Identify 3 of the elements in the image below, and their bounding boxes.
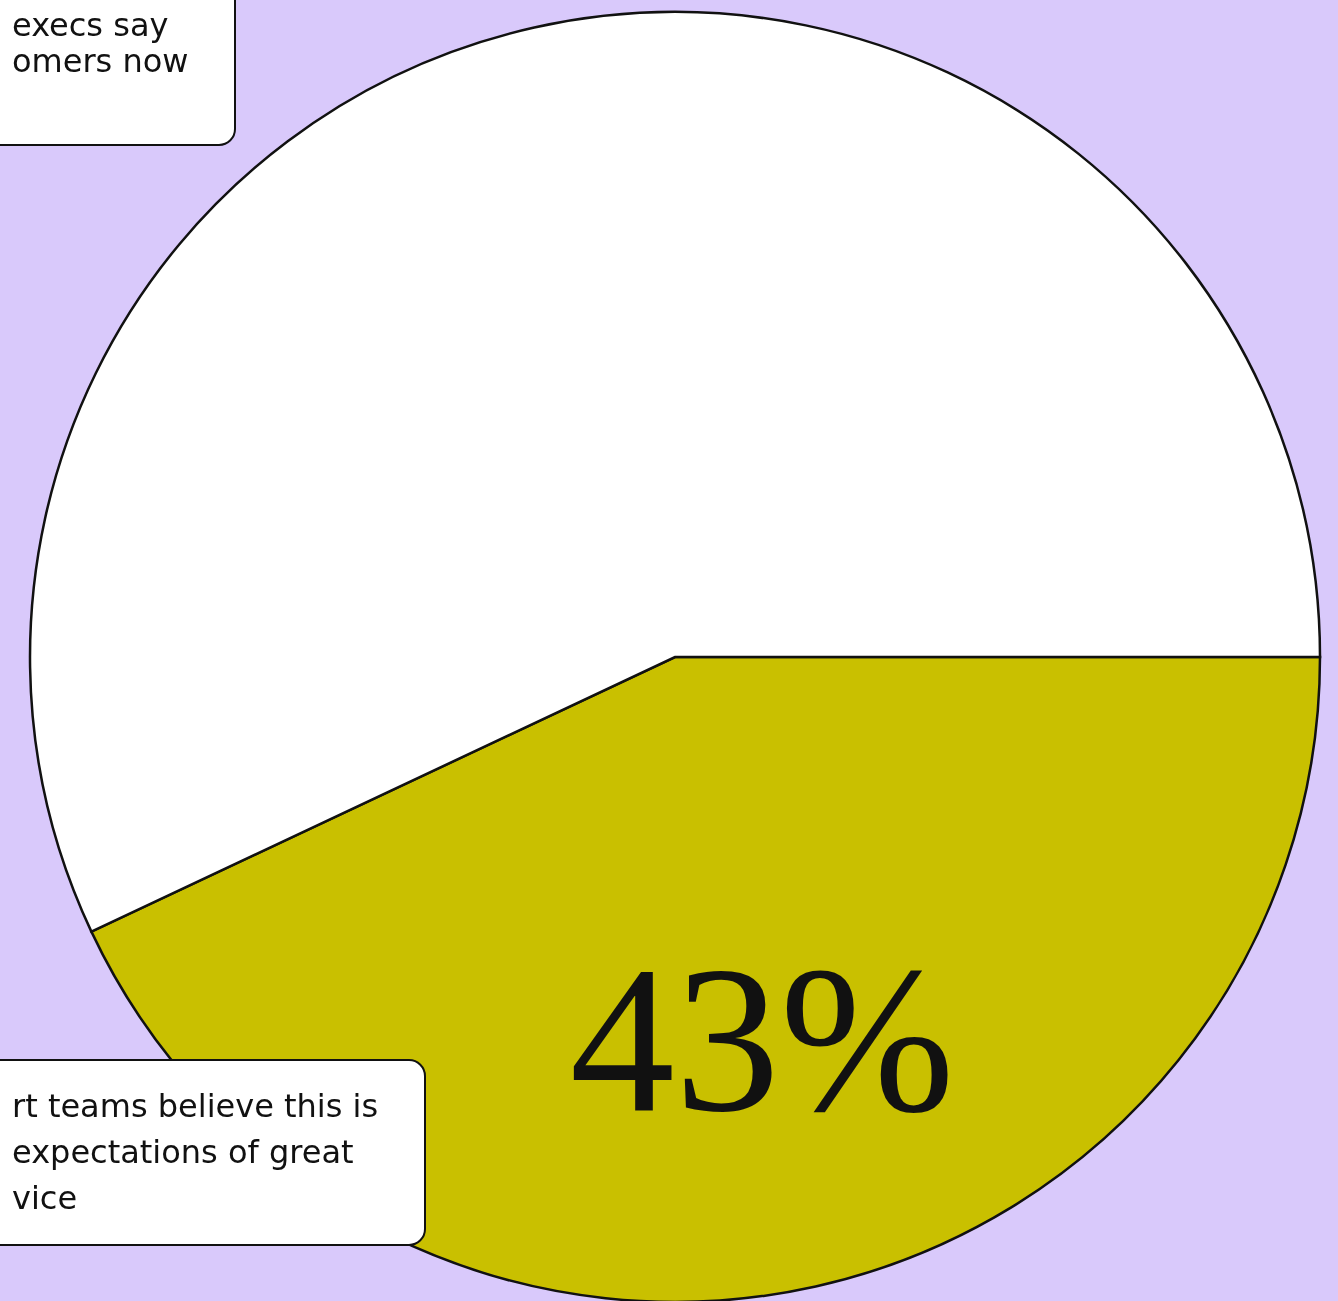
text: rt teams believe this is expectations of great vice [12,1086,379,1217]
data-label: 43% [569,923,955,1156]
text: execs say omers now [12,6,189,80]
